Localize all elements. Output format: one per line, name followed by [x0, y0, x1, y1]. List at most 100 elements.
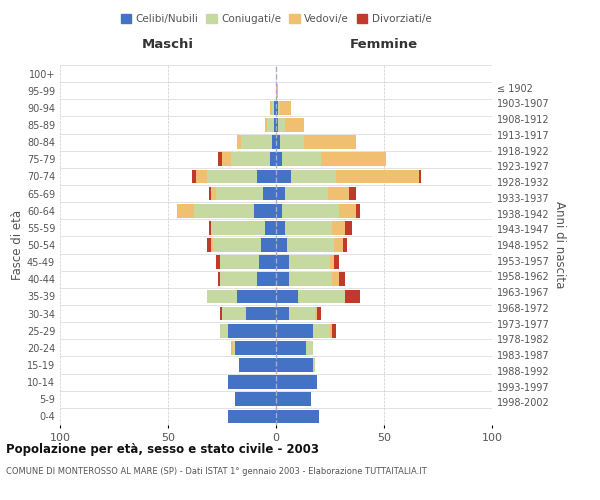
- Bar: [257, 170, 276, 183]
- Bar: [230, 152, 269, 166]
- Bar: [272, 136, 276, 149]
- Bar: [276, 410, 319, 424]
- Bar: [220, 256, 259, 269]
- Bar: [269, 152, 276, 166]
- Bar: [235, 392, 276, 406]
- Bar: [214, 238, 261, 252]
- Bar: [207, 170, 257, 183]
- Bar: [220, 306, 222, 320]
- Bar: [338, 272, 345, 286]
- Bar: [343, 238, 347, 252]
- Bar: [276, 341, 306, 354]
- Bar: [215, 186, 263, 200]
- Bar: [241, 136, 272, 149]
- Bar: [334, 256, 338, 269]
- Bar: [211, 221, 265, 234]
- Bar: [254, 204, 276, 218]
- Text: Femmine: Femmine: [350, 38, 418, 52]
- Bar: [229, 324, 276, 338]
- Bar: [276, 84, 278, 98]
- Bar: [229, 410, 276, 424]
- Bar: [332, 221, 345, 234]
- Bar: [263, 186, 276, 200]
- Bar: [338, 204, 356, 218]
- Bar: [276, 238, 287, 252]
- Bar: [276, 306, 289, 320]
- Bar: [291, 170, 337, 183]
- Bar: [211, 186, 215, 200]
- Text: Maschi: Maschi: [142, 38, 194, 52]
- Bar: [313, 324, 330, 338]
- Bar: [419, 170, 421, 183]
- Bar: [207, 238, 211, 252]
- Bar: [276, 136, 280, 149]
- Bar: [283, 152, 322, 166]
- Bar: [306, 341, 313, 354]
- Bar: [209, 221, 211, 234]
- Bar: [356, 204, 360, 218]
- Bar: [265, 118, 268, 132]
- Bar: [284, 186, 328, 200]
- Bar: [313, 358, 315, 372]
- Bar: [330, 256, 334, 269]
- Bar: [222, 152, 230, 166]
- Bar: [237, 290, 276, 304]
- Bar: [261, 238, 276, 252]
- Bar: [209, 186, 211, 200]
- Bar: [284, 118, 304, 132]
- Bar: [220, 272, 257, 286]
- Bar: [239, 358, 276, 372]
- Bar: [276, 392, 311, 406]
- Bar: [283, 204, 338, 218]
- Bar: [257, 272, 276, 286]
- Bar: [265, 221, 276, 234]
- Bar: [176, 204, 194, 218]
- Bar: [269, 101, 272, 114]
- Bar: [276, 204, 283, 218]
- Bar: [280, 101, 291, 114]
- Bar: [276, 358, 313, 372]
- Bar: [287, 238, 334, 252]
- Bar: [196, 170, 207, 183]
- Bar: [284, 221, 332, 234]
- Bar: [222, 306, 246, 320]
- Bar: [298, 290, 345, 304]
- Bar: [229, 376, 276, 389]
- Bar: [207, 290, 237, 304]
- Bar: [345, 290, 360, 304]
- Bar: [330, 324, 332, 338]
- Bar: [274, 101, 276, 114]
- Bar: [289, 306, 315, 320]
- Bar: [218, 272, 220, 286]
- Y-axis label: Fasce di età: Fasce di età: [11, 210, 24, 280]
- Bar: [237, 136, 241, 149]
- Bar: [220, 324, 229, 338]
- Bar: [337, 170, 419, 183]
- Bar: [274, 118, 276, 132]
- Bar: [276, 272, 289, 286]
- Bar: [345, 221, 352, 234]
- Bar: [246, 306, 276, 320]
- Bar: [322, 152, 386, 166]
- Bar: [233, 341, 235, 354]
- Bar: [211, 238, 214, 252]
- Bar: [276, 101, 278, 114]
- Bar: [317, 306, 322, 320]
- Bar: [268, 118, 274, 132]
- Bar: [276, 376, 317, 389]
- Bar: [278, 101, 280, 114]
- Bar: [276, 221, 284, 234]
- Y-axis label: Anni di nascita: Anni di nascita: [553, 202, 566, 288]
- Bar: [276, 152, 283, 166]
- Bar: [289, 256, 330, 269]
- Bar: [280, 136, 304, 149]
- Bar: [276, 256, 289, 269]
- Bar: [289, 272, 332, 286]
- Bar: [278, 118, 284, 132]
- Text: COMUNE DI MONTEROSSO AL MARE (SP) - Dati ISTAT 1° gennaio 2003 - Elaborazione TU: COMUNE DI MONTEROSSO AL MARE (SP) - Dati…: [6, 468, 427, 476]
- Bar: [332, 272, 338, 286]
- Bar: [328, 186, 349, 200]
- Bar: [215, 256, 220, 269]
- Bar: [192, 170, 196, 183]
- Bar: [276, 118, 278, 132]
